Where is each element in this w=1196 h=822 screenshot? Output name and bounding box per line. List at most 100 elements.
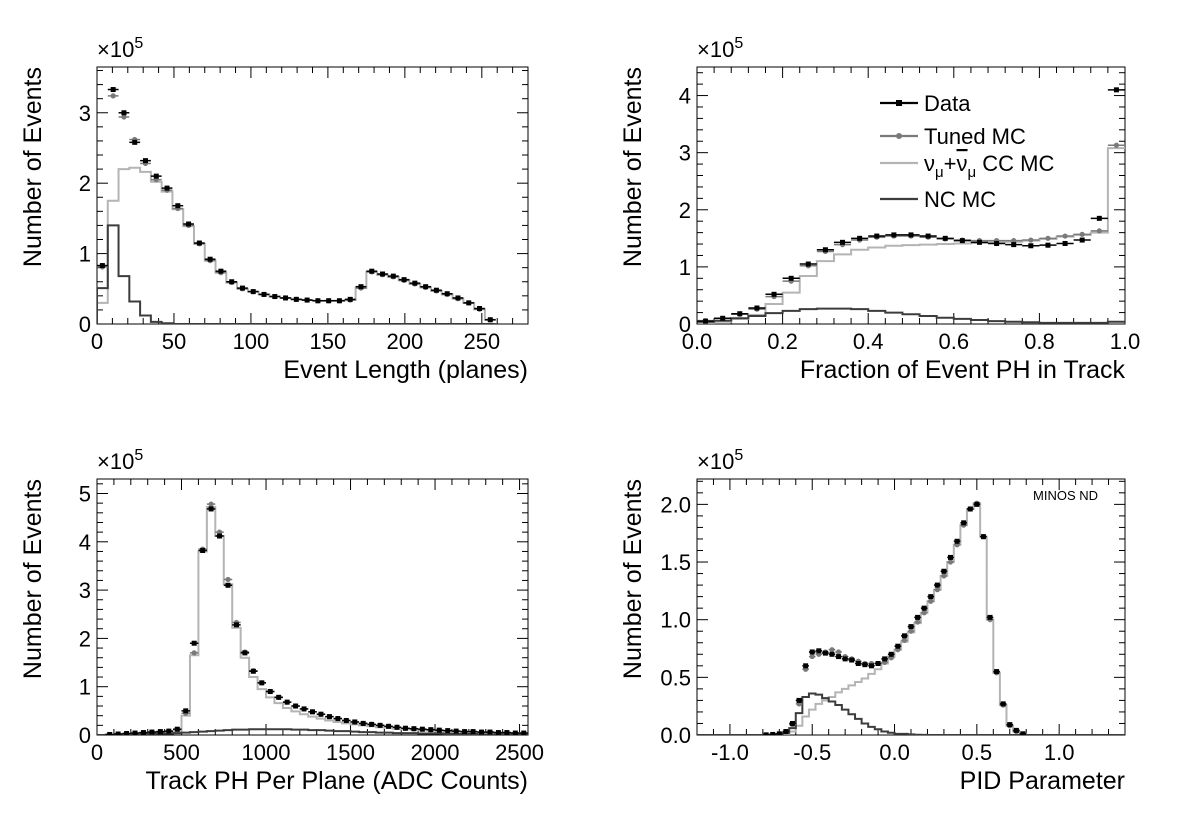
data-point [386, 723, 392, 729]
data-point [380, 271, 386, 277]
y-tick-label: 2 [79, 171, 91, 196]
x-tick-label: 200 [386, 329, 423, 354]
plot-frame [96, 66, 529, 325]
data-point [479, 729, 485, 735]
tuned-mc-point [934, 587, 940, 593]
data-point [477, 306, 483, 312]
data-point [1062, 240, 1068, 246]
plot-area [697, 500, 1125, 735]
y-scale-exponent: 5 [134, 35, 143, 52]
data-point [994, 669, 1000, 675]
data-point [433, 287, 439, 293]
data-point [239, 285, 245, 291]
data-point [836, 654, 842, 660]
data-point [862, 662, 868, 668]
data-point [921, 605, 927, 611]
data-point [283, 295, 289, 301]
data-point [855, 661, 861, 667]
y-tick-label: 3 [79, 101, 91, 126]
data-point [276, 694, 282, 700]
data-point [207, 256, 213, 262]
data-point [1028, 243, 1034, 249]
data-point [891, 232, 897, 238]
y-tick-label: 2 [679, 198, 691, 223]
tuned-mc-point [914, 619, 921, 625]
tuned-mc-point [1045, 235, 1051, 241]
x-tick-label: -1.0 [711, 740, 749, 765]
plot-area [697, 87, 1125, 324]
data-point [809, 649, 815, 655]
data-point [925, 233, 931, 239]
legend-marker-tuned [896, 133, 902, 139]
data-point [186, 221, 192, 227]
y-axis-label: Number of Events [19, 67, 47, 267]
data-point [153, 173, 159, 179]
y-tick-label: 1 [679, 255, 691, 280]
data-point [868, 663, 874, 669]
data-point [928, 594, 934, 600]
x-axis-label: Event Length (planes) [283, 356, 528, 384]
data-point [326, 714, 332, 720]
data-point [1113, 87, 1119, 93]
x-tick-label: 100 [233, 329, 270, 354]
y-tick-label: 0.0 [660, 723, 691, 748]
data-point [423, 284, 429, 290]
y-tick-label: 2 [79, 626, 91, 651]
y-tick-label: 0 [679, 312, 691, 337]
data-point [304, 297, 310, 303]
data-point [175, 203, 181, 209]
tuned-mc-point [191, 650, 197, 656]
y-scale-base: ×10 [697, 449, 734, 474]
data-point [301, 706, 307, 712]
nc-mc-histogram [97, 224, 496, 324]
data-point [842, 656, 848, 662]
plot-frame [696, 66, 1126, 325]
y-scale-base: ×10 [697, 37, 734, 62]
data-point [402, 725, 408, 731]
x-tick-label: 0.8 [1024, 329, 1055, 354]
data-point [805, 261, 811, 267]
data-point [703, 318, 709, 324]
data-point [796, 697, 802, 703]
data-point [174, 726, 180, 732]
data-point [250, 668, 256, 674]
data-point [326, 298, 332, 304]
panel-1: 0 50 100 150 200 250 0 1 2 3 Event Length (planes)… [19, 35, 529, 384]
data-point [941, 568, 947, 574]
data-point [1079, 237, 1085, 243]
data-point [487, 317, 493, 323]
x-tick-label: 0.0 [879, 740, 910, 765]
y-tick-label: 4 [679, 84, 691, 109]
y-tick-label: 2.0 [660, 492, 691, 517]
y-scale-exponent: 5 [134, 447, 143, 464]
y-tick-label: 1.0 [660, 608, 691, 633]
x-tick-label: 50 [162, 329, 186, 354]
y-tick-label: 0 [79, 312, 91, 337]
data-point [942, 235, 948, 241]
data-point [208, 506, 214, 512]
data-point [412, 280, 418, 286]
data-point [335, 716, 341, 722]
data-point [888, 651, 894, 657]
data-point [242, 650, 248, 656]
legend-label-nc: NC MC [924, 187, 996, 212]
data-point [166, 728, 172, 734]
data-point [1013, 727, 1019, 733]
x-axis-label: PID Parameter [960, 767, 1125, 795]
tuned-mc-point [809, 653, 815, 660]
data-point [1011, 242, 1017, 248]
data-point [358, 284, 364, 290]
data-point [840, 239, 846, 245]
x-axis-label: Fraction of Event PH in Track [800, 356, 1126, 384]
plot-frame [696, 478, 1126, 736]
x-tick-label: 0.2 [767, 329, 798, 354]
data-point [107, 732, 113, 735]
data-point [901, 633, 907, 639]
x-tick-label: 2500 [495, 740, 544, 765]
y-tick-label: 1.5 [660, 550, 691, 575]
data-point [771, 291, 777, 297]
data-point [1096, 215, 1102, 221]
data-point [763, 732, 769, 735]
data-point [142, 158, 148, 164]
